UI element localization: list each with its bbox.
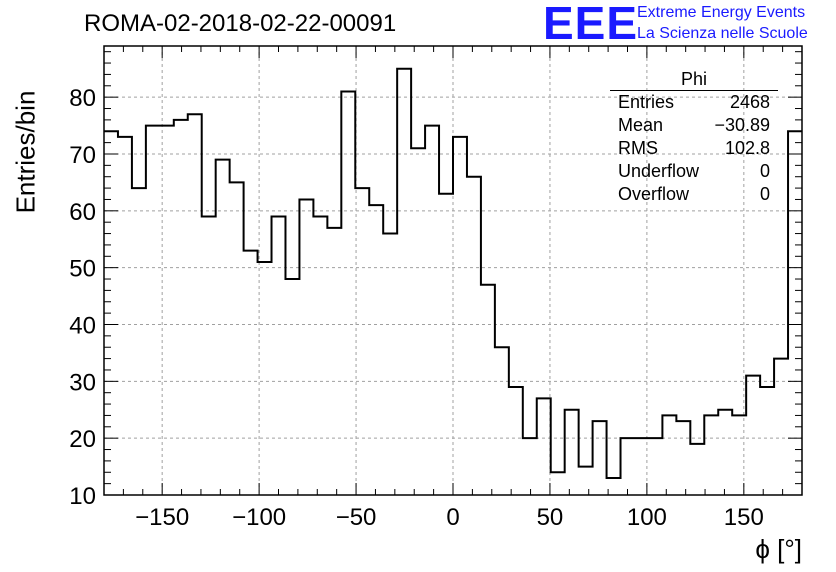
histogram-bin (537, 398, 551, 495)
stats-label: Mean (618, 115, 664, 135)
y-tick-label: 20 (69, 426, 96, 453)
stats-value: −30.89 (714, 115, 770, 135)
histogram-bin (132, 188, 146, 495)
y-tick-label: 30 (69, 369, 96, 396)
histogram-bin (355, 188, 369, 495)
x-tick-label: 150 (724, 504, 764, 531)
histogram-bin (746, 376, 760, 495)
histogram-bin (467, 177, 481, 495)
histogram-bin (313, 217, 327, 495)
histogram-bin (607, 478, 621, 495)
histogram-bin (690, 444, 704, 495)
histogram-bin (216, 160, 230, 495)
logo-line2: La Scienza nelle Scuole (637, 25, 808, 42)
histogram-bin (188, 114, 202, 495)
eee-logo: EEE Extreme Energy Events La Scienza nel… (543, 0, 833, 49)
histogram-bin (565, 410, 579, 495)
histogram-bin (621, 438, 635, 495)
stats-row-overflow: Overflow 0 (610, 183, 778, 206)
x-axis-label: ϕ [°] (755, 534, 802, 564)
histogram-bin (453, 137, 467, 495)
histogram-bin (648, 438, 662, 495)
x-tick-label: 0 (446, 504, 459, 531)
stats-box: Phi Entries 2468 Mean −30.89 RMS 102.8 U… (610, 68, 778, 206)
histogram-bin (258, 262, 272, 495)
histogram-bin (174, 120, 188, 495)
stats-title: Phi (610, 68, 778, 91)
logo-letters: EEE (543, 0, 639, 49)
stats-value: 2468 (729, 92, 770, 112)
histogram-bin (718, 410, 732, 495)
x-tick-label: −150 (135, 504, 189, 531)
stats-label: Overflow (618, 184, 690, 204)
histogram-bin (383, 234, 397, 495)
histogram-bin (774, 359, 788, 495)
x-tick-label: −100 (232, 504, 286, 531)
histogram-bin (397, 69, 411, 495)
stats-row-rms: RMS 102.8 (610, 137, 778, 160)
stats-label: RMS (618, 138, 658, 158)
histogram-bin (593, 421, 607, 495)
histogram-bin (230, 182, 244, 495)
histogram-bin (509, 387, 523, 495)
y-tick-label: 50 (69, 256, 96, 283)
histogram-bin (704, 415, 718, 495)
histogram-bin (760, 387, 774, 495)
histogram-bin (523, 438, 537, 495)
stats-value: 102.8 (724, 138, 770, 158)
histogram-bin (272, 217, 286, 495)
stats-value: 0 (759, 184, 770, 204)
histogram-bin (495, 347, 509, 495)
histogram-bin (551, 472, 565, 495)
x-tick-label: −50 (336, 504, 377, 531)
stats-label: Entries (618, 92, 675, 112)
histogram-bin (439, 194, 453, 495)
y-tick-label: 70 (69, 142, 96, 169)
y-tick-label: 10 (69, 483, 96, 510)
y-tick-label: 60 (69, 199, 96, 226)
histogram-bin (579, 467, 593, 495)
histogram-bin (662, 415, 676, 495)
stats-row-entries: Entries 2468 (610, 91, 778, 114)
histogram-series (104, 67, 802, 479)
histogram-bin (146, 126, 160, 495)
histogram-bin (285, 279, 299, 495)
x-tick-label: 100 (627, 504, 667, 531)
histogram-bin (299, 199, 313, 495)
logo-line1: Extreme Energy Events (637, 4, 806, 21)
histogram-bin (327, 228, 341, 495)
histogram-bin (425, 126, 439, 495)
histogram-bin (634, 438, 648, 495)
y-tick-label: 40 (69, 312, 96, 339)
histogram-bin (481, 285, 495, 495)
histogram-bin (341, 91, 355, 495)
run-title: ROMA-02-2018-02-22-00091 (84, 10, 397, 37)
histogram-bin (676, 421, 690, 495)
histogram-bin (244, 251, 258, 495)
stats-value: 0 (759, 161, 770, 181)
y-tick-label: 80 (69, 85, 96, 112)
stats-label: Underflow (618, 161, 700, 181)
histogram-bin (411, 148, 425, 495)
stats-row-mean: Mean −30.89 (610, 114, 778, 137)
histogram-bin (202, 217, 216, 495)
histogram-bin (160, 126, 174, 495)
x-tick-label: 50 (537, 504, 564, 531)
stats-row-underflow: Underflow 0 (610, 160, 778, 183)
histogram-bin (369, 205, 383, 495)
histogram-bin (118, 137, 132, 495)
